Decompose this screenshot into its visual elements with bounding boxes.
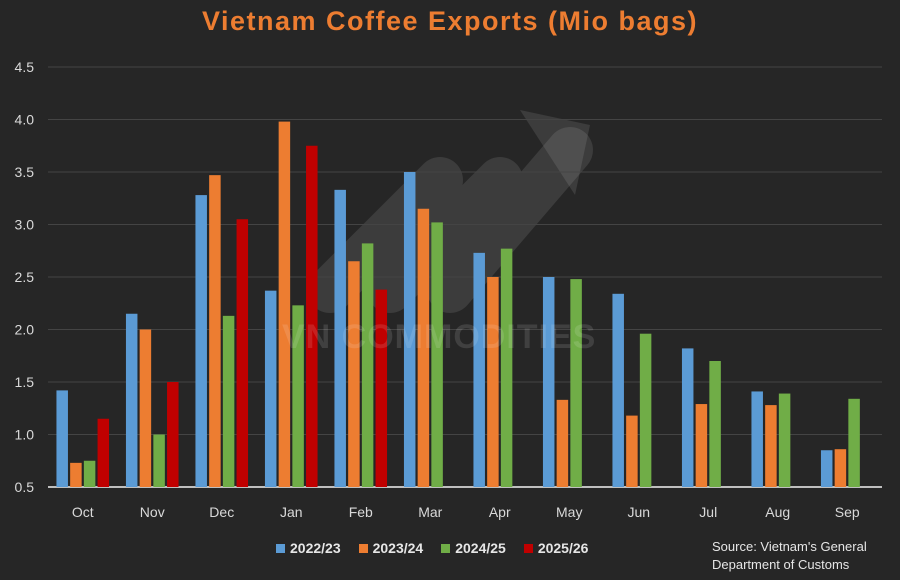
bar-2025-26-Jan: [306, 145, 318, 487]
bar-2023-24-Jan: [278, 121, 291, 487]
bar-2023-24-Dec: [209, 175, 221, 487]
bar-2025-26-Nov: [167, 382, 179, 487]
legend-swatch: [523, 543, 533, 553]
bar-2022-23-Aug: [751, 391, 763, 487]
bar-2022-23-Sep: [820, 450, 833, 487]
bar-2024-25-Sep: [848, 398, 860, 487]
bar-2023-24-Mar: [417, 208, 430, 487]
legend-item: 2024/25: [441, 540, 506, 556]
bar-2024-25-Nov: [153, 434, 165, 487]
bar-2023-24-Jul: [695, 404, 708, 487]
bar-2024-25-May: [570, 279, 582, 487]
bar-2024-25-Aug: [778, 393, 791, 487]
legend-item: 2022/23: [276, 540, 341, 556]
watermark-arrowhead-icon: [520, 110, 590, 195]
bar-2024-25-Oct: [83, 460, 96, 487]
source-line-1: Source: Vietnam's General: [712, 539, 867, 554]
bar-2023-24-Aug: [765, 405, 777, 487]
bar-2023-24-Oct: [70, 462, 82, 487]
bar-2022-23-Dec: [195, 195, 207, 487]
x-tick-label: Aug: [765, 504, 790, 520]
legend-label: 2025/26: [537, 540, 589, 556]
bar-2024-25-Dec: [222, 315, 235, 487]
bar-2022-23-Jul: [681, 348, 694, 487]
bar-2023-24-Nov: [139, 329, 152, 487]
bar-2024-25-Mar: [431, 222, 443, 487]
y-tick-label: 2.5: [15, 269, 35, 285]
x-tick-label: Jul: [699, 504, 717, 520]
bar-2023-24-May: [556, 399, 569, 487]
bar-2024-25-Jul: [709, 361, 721, 487]
bar-2025-26-Oct: [97, 418, 110, 487]
legend-label: 2024/25: [455, 540, 506, 556]
bar-2024-25-Feb: [361, 243, 374, 487]
y-tick-label: 4.5: [15, 59, 35, 75]
source-note: Source: Vietnam's General Department of …: [712, 538, 867, 574]
chart-title: Vietnam Coffee Exports (Mio bags): [201, 6, 699, 36]
x-tick-label: Dec: [209, 504, 234, 520]
bar-2022-23-Mar: [403, 172, 416, 487]
bar-2023-24-Jun: [626, 415, 638, 487]
x-tick-label: Apr: [489, 504, 511, 520]
y-tick-label: 0.5: [15, 479, 35, 495]
legend-item: 2025/26: [523, 540, 589, 556]
y-tick-label: 1.5: [15, 374, 35, 390]
bar-2022-23-Jan: [264, 290, 277, 487]
bar-2022-23-Feb: [334, 189, 346, 487]
x-tick-label: May: [556, 504, 582, 520]
x-tick-label: Nov: [140, 504, 165, 520]
legend-swatch: [358, 543, 368, 553]
y-tick-label: 4.0: [15, 112, 35, 128]
bar-2025-26-Dec: [236, 219, 249, 487]
legend-label: 2023/24: [372, 540, 424, 556]
legend-swatch: [441, 543, 451, 553]
bar-2022-23-May: [542, 277, 555, 487]
x-tick-label: Oct: [72, 504, 94, 520]
x-tick-label: Sep: [835, 504, 860, 520]
bar-2023-24-Apr: [487, 277, 499, 487]
x-tick-label: Jan: [280, 504, 303, 520]
x-tick-label: Jun: [627, 504, 650, 520]
y-tick-label: 3.5: [15, 164, 35, 180]
y-tick-label: 2.0: [15, 322, 35, 338]
legend-item: 2023/24: [358, 540, 424, 556]
x-tick-label: Mar: [418, 504, 442, 520]
source-line-2: Department of Customs: [712, 557, 850, 572]
bar-2022-23-Nov: [125, 313, 138, 487]
bar-2022-23-Jun: [612, 293, 624, 487]
legend-label: 2022/23: [290, 540, 341, 556]
bar-2022-23-Oct: [56, 390, 68, 487]
legend: 2022/23 2023/24 2024/25 2025/26: [276, 540, 588, 556]
watermark: VN COMMODITIES: [282, 318, 597, 356]
bar-2025-26-Feb: [375, 289, 388, 487]
bar-2023-24-Feb: [348, 261, 360, 487]
y-tick-label: 1.0: [15, 427, 35, 443]
bar-2024-25-Apr: [500, 248, 513, 487]
bar-2023-24-Sep: [834, 449, 847, 487]
legend-swatch: [276, 543, 285, 553]
bar-2024-25-Jan: [292, 305, 304, 487]
bar-2024-25-Jun: [639, 333, 652, 487]
x-tick-label: Feb: [349, 504, 373, 520]
y-tick-label: 3.0: [15, 217, 35, 233]
bar-2022-23-Apr: [473, 252, 485, 487]
